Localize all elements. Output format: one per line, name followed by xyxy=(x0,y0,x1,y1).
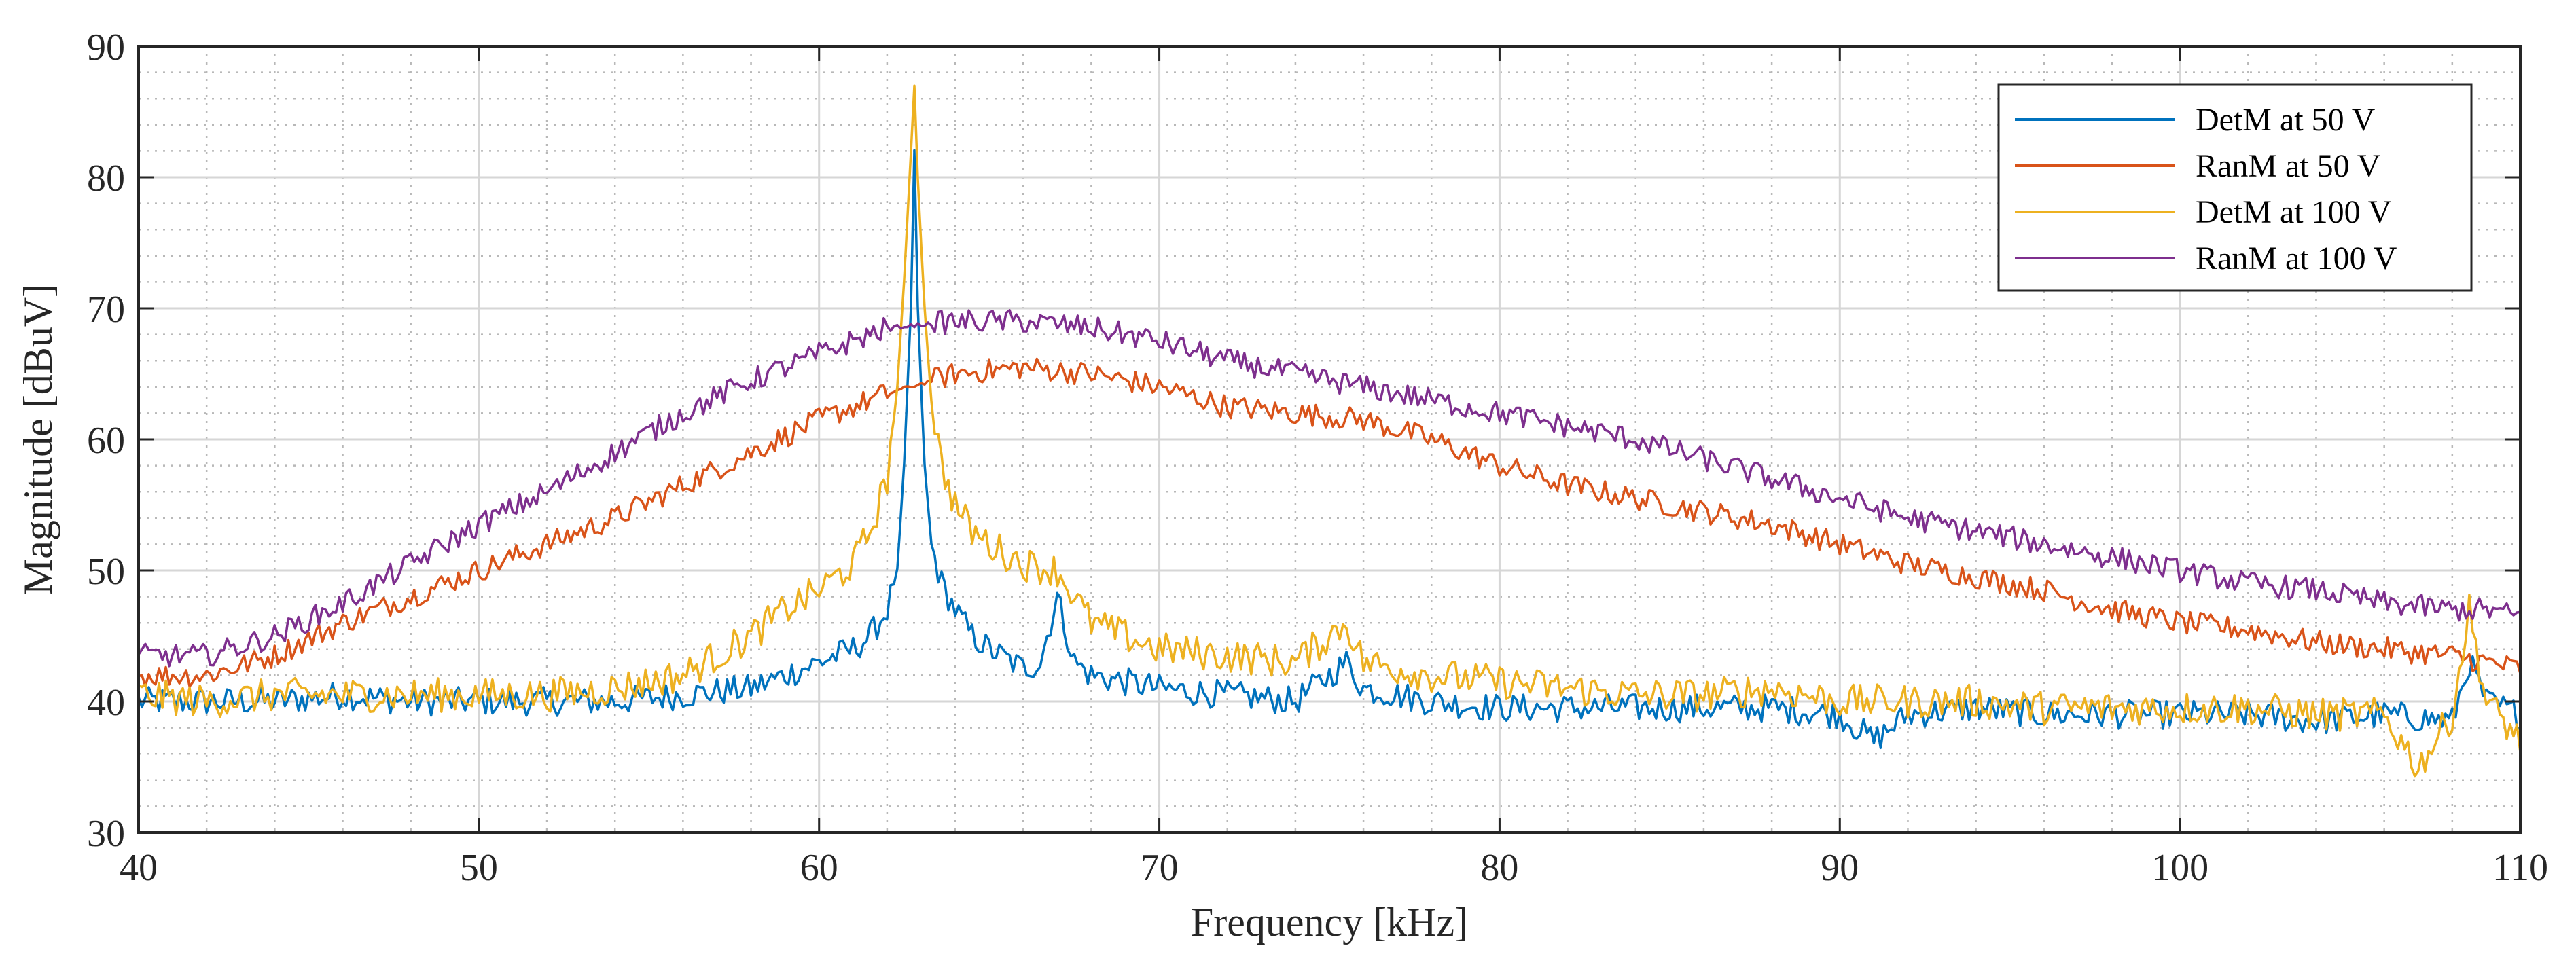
x-tick-label: 70 xyxy=(1141,847,1179,889)
y-tick-label: 40 xyxy=(87,682,125,724)
x-tick-label: 40 xyxy=(120,847,158,889)
y-tick-label: 90 xyxy=(87,26,125,69)
x-tick-label: 60 xyxy=(800,847,838,889)
series-line-3 xyxy=(138,84,2522,778)
series-line-2 xyxy=(138,357,2522,688)
legend: DetM at 50 V RanM at 50 V DetM at 100 V Ran… xyxy=(1997,83,2473,292)
legend-label-3: DetM at 100 V xyxy=(2196,194,2392,230)
legend-label-2: RanM at 50 V xyxy=(2196,148,2381,184)
series-layer xyxy=(137,84,2522,778)
y-axis-title: Magnitude [dBuV] xyxy=(16,284,60,595)
legend-entries: DetM at 50 V RanM at 50 V DetM at 100 V Ran… xyxy=(2015,102,2397,276)
y-tick-label: 50 xyxy=(87,551,125,593)
x-tick-label: 90 xyxy=(1821,847,1859,889)
y-tick-labels: 30 40 50 60 70 80 90 xyxy=(87,26,125,855)
y-tick-label: 70 xyxy=(87,289,125,331)
axis-ticks xyxy=(137,45,2522,834)
series-line-4 xyxy=(137,309,2521,668)
x-tick-labels: 40 50 60 70 80 90 100 110 xyxy=(120,847,2548,889)
x-tick-label: 80 xyxy=(1480,847,1518,889)
x-axis-title: Frequency [kHz] xyxy=(1191,900,1468,945)
y-tick-label: 80 xyxy=(87,158,125,200)
y-tick-label: 30 xyxy=(87,813,125,855)
series-line-1 xyxy=(137,149,2521,750)
x-tick-label: 100 xyxy=(2151,847,2208,889)
legend-label-4: RanM at 100 V xyxy=(2196,240,2397,276)
x-tick-label: 50 xyxy=(460,847,498,889)
legend-label-1: DetM at 50 V xyxy=(2196,102,2376,138)
x-tick-label: 110 xyxy=(2492,847,2548,889)
y-tick-label: 60 xyxy=(87,420,125,462)
